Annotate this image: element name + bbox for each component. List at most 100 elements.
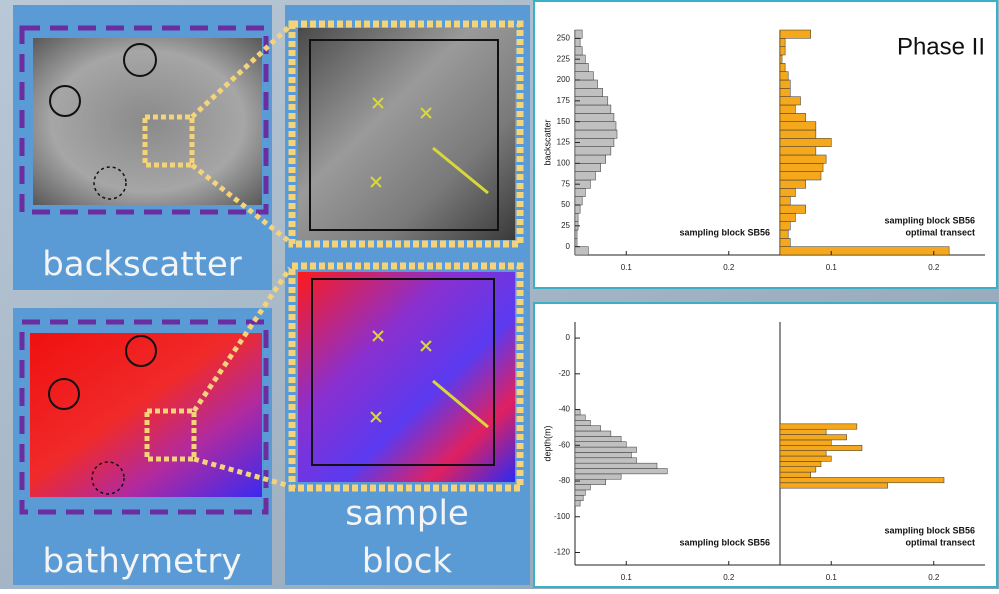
bar: [780, 477, 944, 482]
bar: [575, 238, 577, 246]
bar: [575, 113, 614, 121]
y-tick-label: 100: [557, 158, 571, 167]
bar: [780, 88, 790, 96]
annotation: optimal transect: [905, 537, 975, 547]
y-tick-label: -100: [554, 512, 571, 521]
bar: [575, 501, 580, 506]
bar: [780, 230, 788, 238]
bar: [575, 420, 590, 425]
bar: [575, 130, 617, 138]
bar: [575, 447, 637, 452]
bar: [575, 172, 596, 180]
bar: [780, 155, 826, 163]
bar: [780, 113, 806, 121]
bar: [575, 490, 585, 495]
bar: [575, 88, 603, 96]
bar: [780, 440, 831, 445]
bar: [575, 452, 631, 457]
x-tick-label: 0.2: [723, 263, 735, 272]
bar: [780, 188, 795, 196]
bar: [575, 485, 590, 490]
y-tick-label: 175: [557, 96, 571, 105]
bar: [575, 415, 585, 420]
x-tick-label: 0.2: [928, 573, 940, 582]
bar: [575, 458, 637, 463]
bar: [575, 188, 585, 196]
figure: backscatter bathymetry sample block Phas…: [0, 0, 999, 589]
x-tick-label: 0.1: [826, 573, 838, 582]
bar: [780, 80, 790, 88]
bar: [780, 147, 816, 155]
bar: [780, 63, 785, 71]
y-tick-label: 150: [557, 117, 571, 126]
image: [298, 272, 515, 482]
bar: [780, 205, 806, 213]
bar: [575, 431, 611, 436]
x-tick-label: 0.2: [723, 573, 735, 582]
y-tick-label: 25: [561, 221, 570, 230]
bar: [575, 163, 601, 171]
bar: [575, 247, 588, 255]
bar: [575, 122, 616, 130]
y-tick-label: -60: [558, 440, 570, 449]
bar: [780, 472, 811, 477]
y-tick-label: 200: [557, 75, 571, 84]
bar: [575, 410, 580, 415]
y-tick-label: -120: [554, 548, 571, 557]
bar: [780, 163, 823, 171]
bar: [575, 63, 588, 71]
annotation: sampling block SB56: [884, 215, 975, 225]
bar: [575, 80, 598, 88]
bar: [780, 47, 785, 55]
x-tick-label: 0.1: [621, 263, 633, 272]
bar: [575, 474, 621, 479]
bar: [575, 155, 606, 163]
bar: [780, 180, 806, 188]
x-tick-label: 0.1: [826, 263, 838, 272]
bar: [780, 429, 826, 434]
bar: [575, 47, 582, 55]
bar: [575, 38, 580, 46]
label: block: [362, 542, 453, 582]
bar: [780, 213, 795, 221]
y-tick-label: 0: [566, 242, 571, 251]
x-tick-label: 0.1: [621, 573, 633, 582]
bar: [575, 138, 614, 146]
bar: [780, 456, 831, 461]
bar: [575, 205, 580, 213]
bar: [575, 72, 593, 80]
bar: [780, 461, 821, 466]
annotation: sampling block SB56: [679, 537, 770, 547]
bar: [575, 30, 582, 38]
label: bathymetry: [43, 542, 242, 582]
y-tick-label: 250: [557, 33, 571, 42]
bar: [780, 97, 801, 105]
bar: [780, 105, 795, 113]
y-tick-label: -40: [558, 405, 570, 414]
bar: [780, 197, 790, 205]
bar: [780, 222, 790, 230]
annotation: sampling block SB56: [884, 525, 975, 535]
x-tick-label: 0.2: [928, 263, 940, 272]
label: backscatter: [42, 245, 242, 285]
chart-title: Phase II: [897, 33, 985, 60]
bar: [780, 451, 826, 456]
bar: [780, 172, 821, 180]
bar: [780, 435, 847, 440]
bar: [575, 469, 667, 474]
bar: [575, 463, 657, 468]
annotation: sampling block SB56: [679, 227, 770, 237]
bar: [575, 479, 606, 484]
bar: [575, 147, 611, 155]
y-axis-label: backscatter: [542, 119, 552, 165]
bar: [780, 30, 811, 38]
bar: [780, 72, 788, 80]
bar: [575, 213, 578, 221]
y-tick-label: -80: [558, 476, 570, 485]
y-tick-label: 225: [557, 54, 571, 63]
image: [298, 28, 515, 240]
bar: [575, 436, 621, 441]
bar: [575, 105, 611, 113]
bar: [780, 55, 782, 63]
bar: [575, 197, 582, 205]
